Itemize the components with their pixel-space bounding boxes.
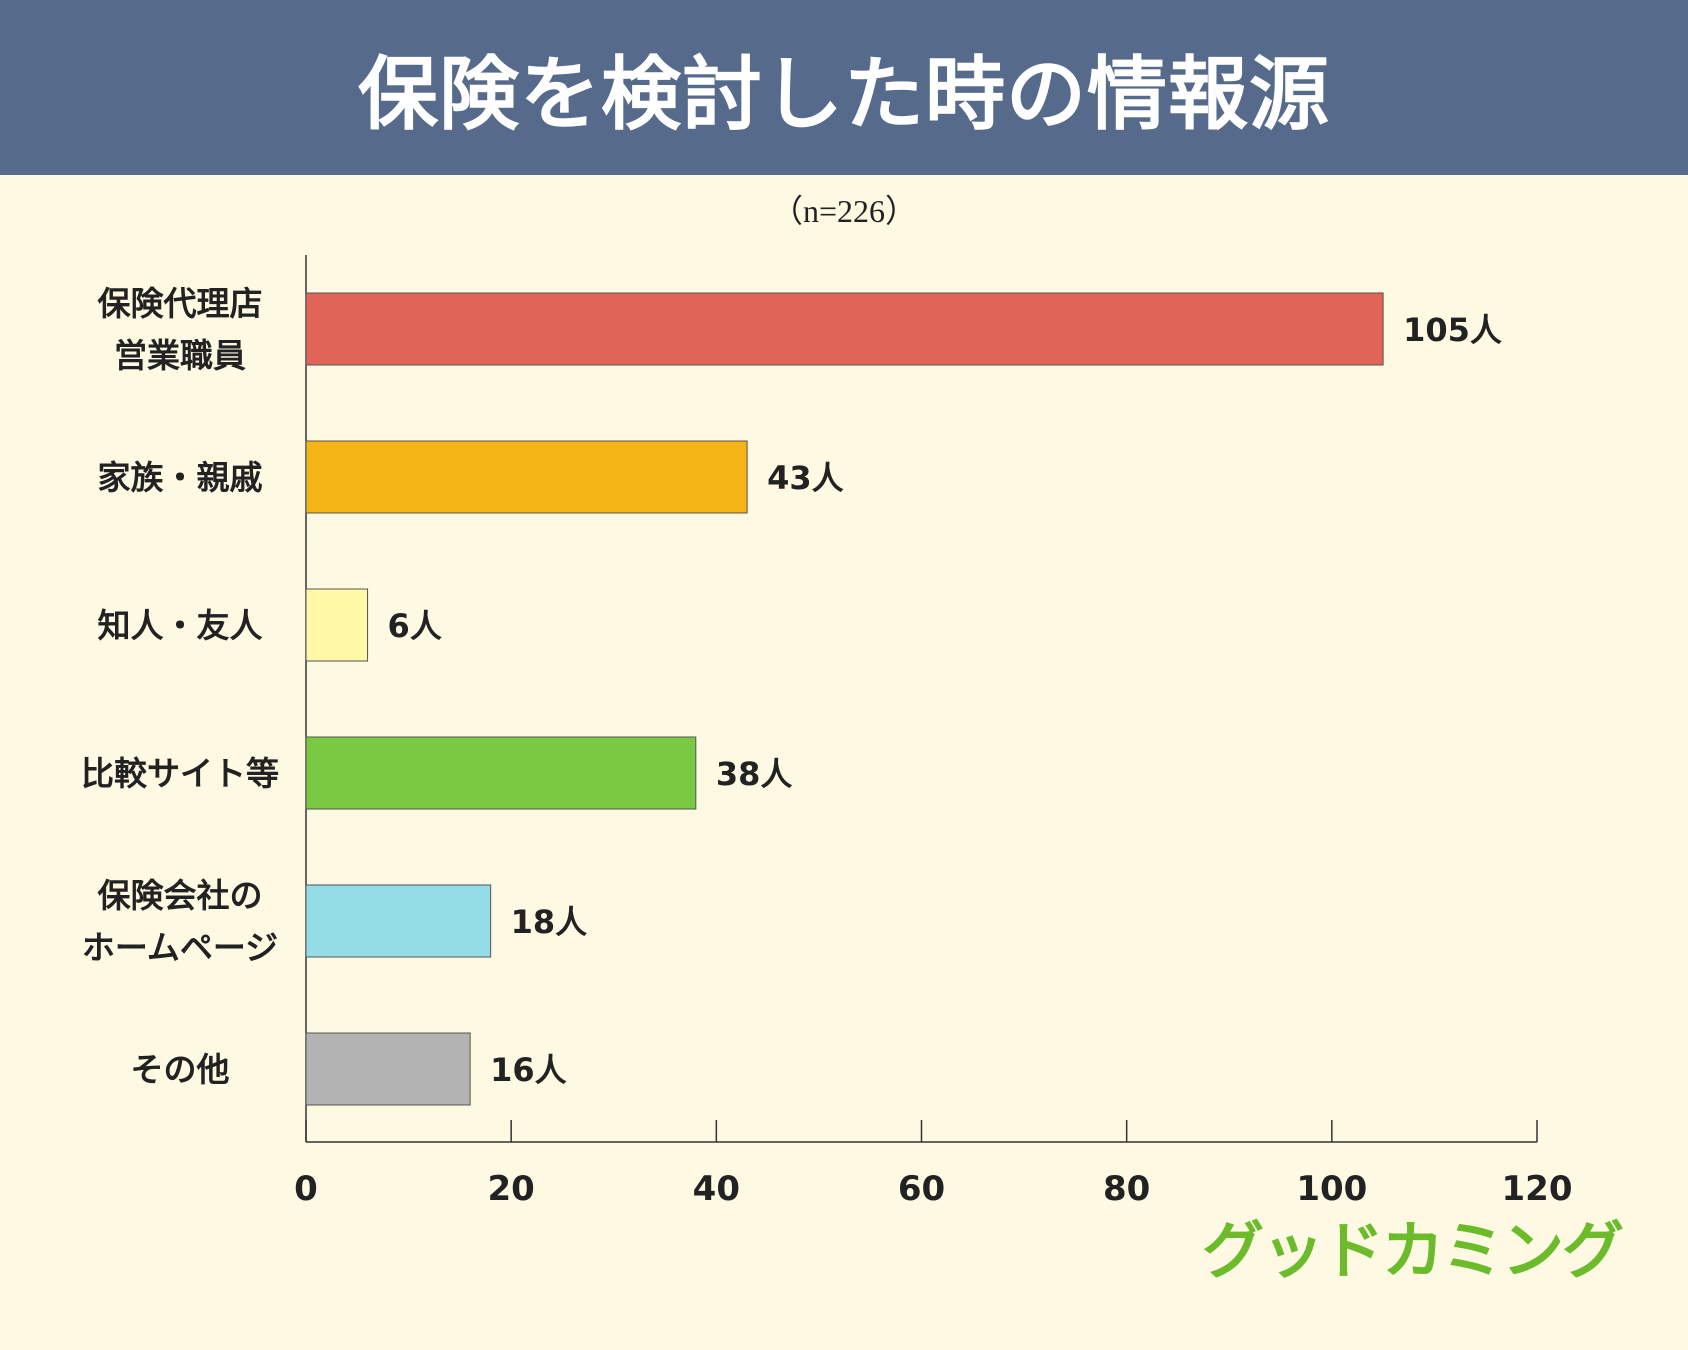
- x-tick-label: 40: [693, 1169, 740, 1209]
- x-tick-label: 60: [898, 1169, 945, 1209]
- bar-value-label: 18人: [511, 903, 588, 941]
- category-label: 保険会社のホームページ: [82, 876, 278, 967]
- bar: [305, 884, 492, 958]
- category-label: 家族・親戚: [98, 458, 263, 497]
- bar-value-label: 16人: [490, 1051, 567, 1089]
- bar: [305, 736, 697, 810]
- header-bar: 保険を検討した時の情報源: [0, 0, 1688, 175]
- category-label: 知人・友人: [98, 606, 263, 645]
- category-label: 保険代理店営業職員: [98, 284, 263, 375]
- bar: [305, 292, 1384, 366]
- bar: [305, 440, 748, 514]
- x-tick-label: 80: [1103, 1169, 1150, 1209]
- bar-value-label: 105人: [1403, 311, 1502, 349]
- bar-value-label: 38人: [716, 755, 793, 793]
- bar: [305, 1032, 471, 1106]
- brand-logo: グッドカミング: [1201, 1214, 1624, 1287]
- category-label: 比較サイト等: [81, 754, 279, 793]
- x-tick-label: 100: [1296, 1169, 1367, 1209]
- x-tick-label: 20: [488, 1169, 535, 1209]
- bar: [305, 588, 369, 662]
- bar-value-label: 43人: [767, 459, 844, 497]
- chart-title: 保険を検討した時の情報源: [358, 47, 1330, 141]
- category-label: その他: [131, 1050, 230, 1089]
- x-tick-label: 120: [1502, 1169, 1573, 1209]
- bar-value-label: 6人: [388, 607, 442, 645]
- x-tick-label: 0: [294, 1169, 318, 1209]
- sample-size-label: （n=226）: [770, 193, 918, 229]
